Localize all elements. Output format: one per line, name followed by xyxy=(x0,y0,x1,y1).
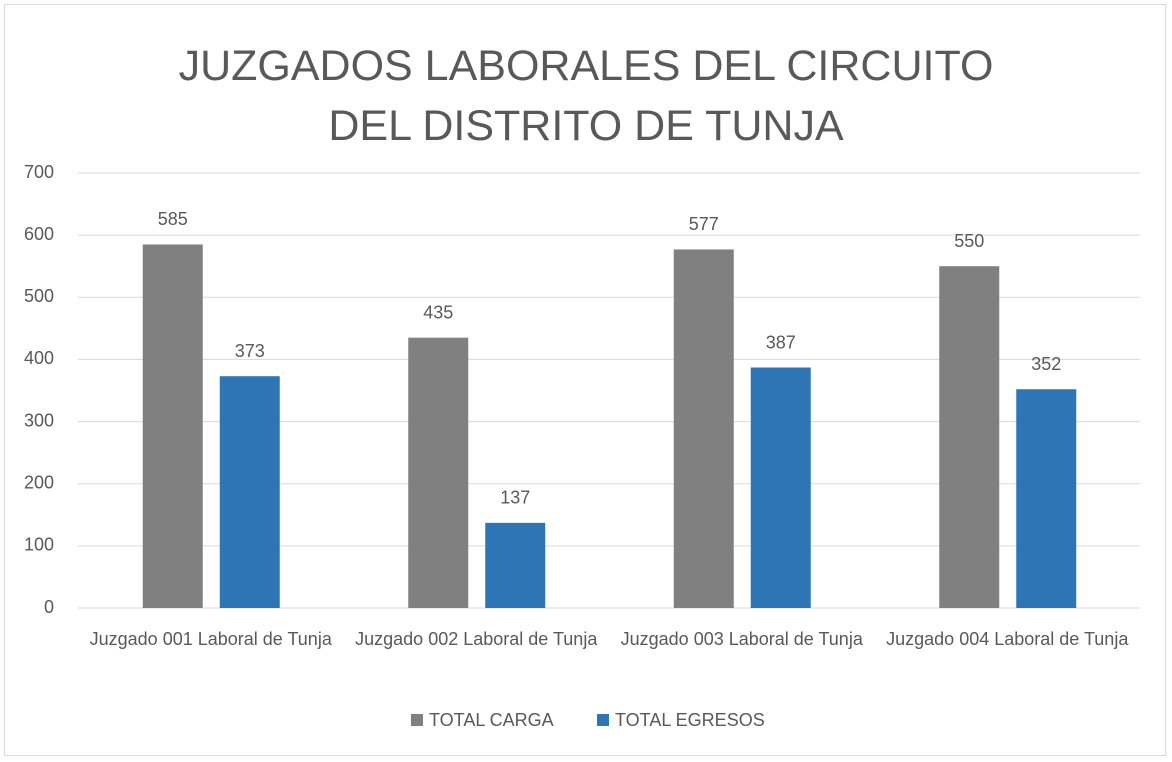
y-tick-label: 600 xyxy=(24,224,54,244)
data-label: 352 xyxy=(1031,354,1061,374)
bar xyxy=(408,337,469,608)
data-label: 550 xyxy=(954,231,984,251)
bar xyxy=(939,266,1000,608)
data-label: 435 xyxy=(423,302,453,322)
data-label: 585 xyxy=(158,209,188,229)
bar xyxy=(219,376,280,608)
y-tick-label: 0 xyxy=(44,597,54,617)
chart-frame xyxy=(4,4,1166,756)
bar xyxy=(750,367,811,608)
bar xyxy=(485,522,546,608)
data-label: 137 xyxy=(500,488,530,508)
legend-label: TOTAL EGRESOS xyxy=(615,710,765,730)
legend-label: TOTAL CARGA xyxy=(429,710,554,730)
x-tick-label: Juzgado 001 Laboral de Tunja xyxy=(89,629,332,649)
data-label: 577 xyxy=(689,214,719,234)
bar xyxy=(142,244,203,608)
y-tick-label: 200 xyxy=(24,472,54,492)
legend-swatch xyxy=(411,714,423,726)
legend-swatch xyxy=(597,714,609,726)
y-tick-label: 400 xyxy=(24,348,54,368)
x-tick-label: Juzgado 004 Laboral de Tunja xyxy=(886,629,1129,649)
y-tick-label: 300 xyxy=(24,410,54,430)
bar xyxy=(1016,389,1077,608)
chart-title: JUZGADOS LABORALES DEL CIRCUITO DEL DIST… xyxy=(178,42,994,150)
y-tick-label: 100 xyxy=(24,535,54,555)
y-tick-label: 500 xyxy=(24,286,54,306)
x-tick-label: Juzgado 003 Laboral de Tunja xyxy=(620,629,863,649)
data-label: 373 xyxy=(235,341,265,361)
y-tick-label: 700 xyxy=(24,162,54,182)
data-label: 387 xyxy=(766,332,796,352)
x-tick-label: Juzgado 002 Laboral de Tunja xyxy=(355,629,598,649)
bar xyxy=(673,249,734,608)
